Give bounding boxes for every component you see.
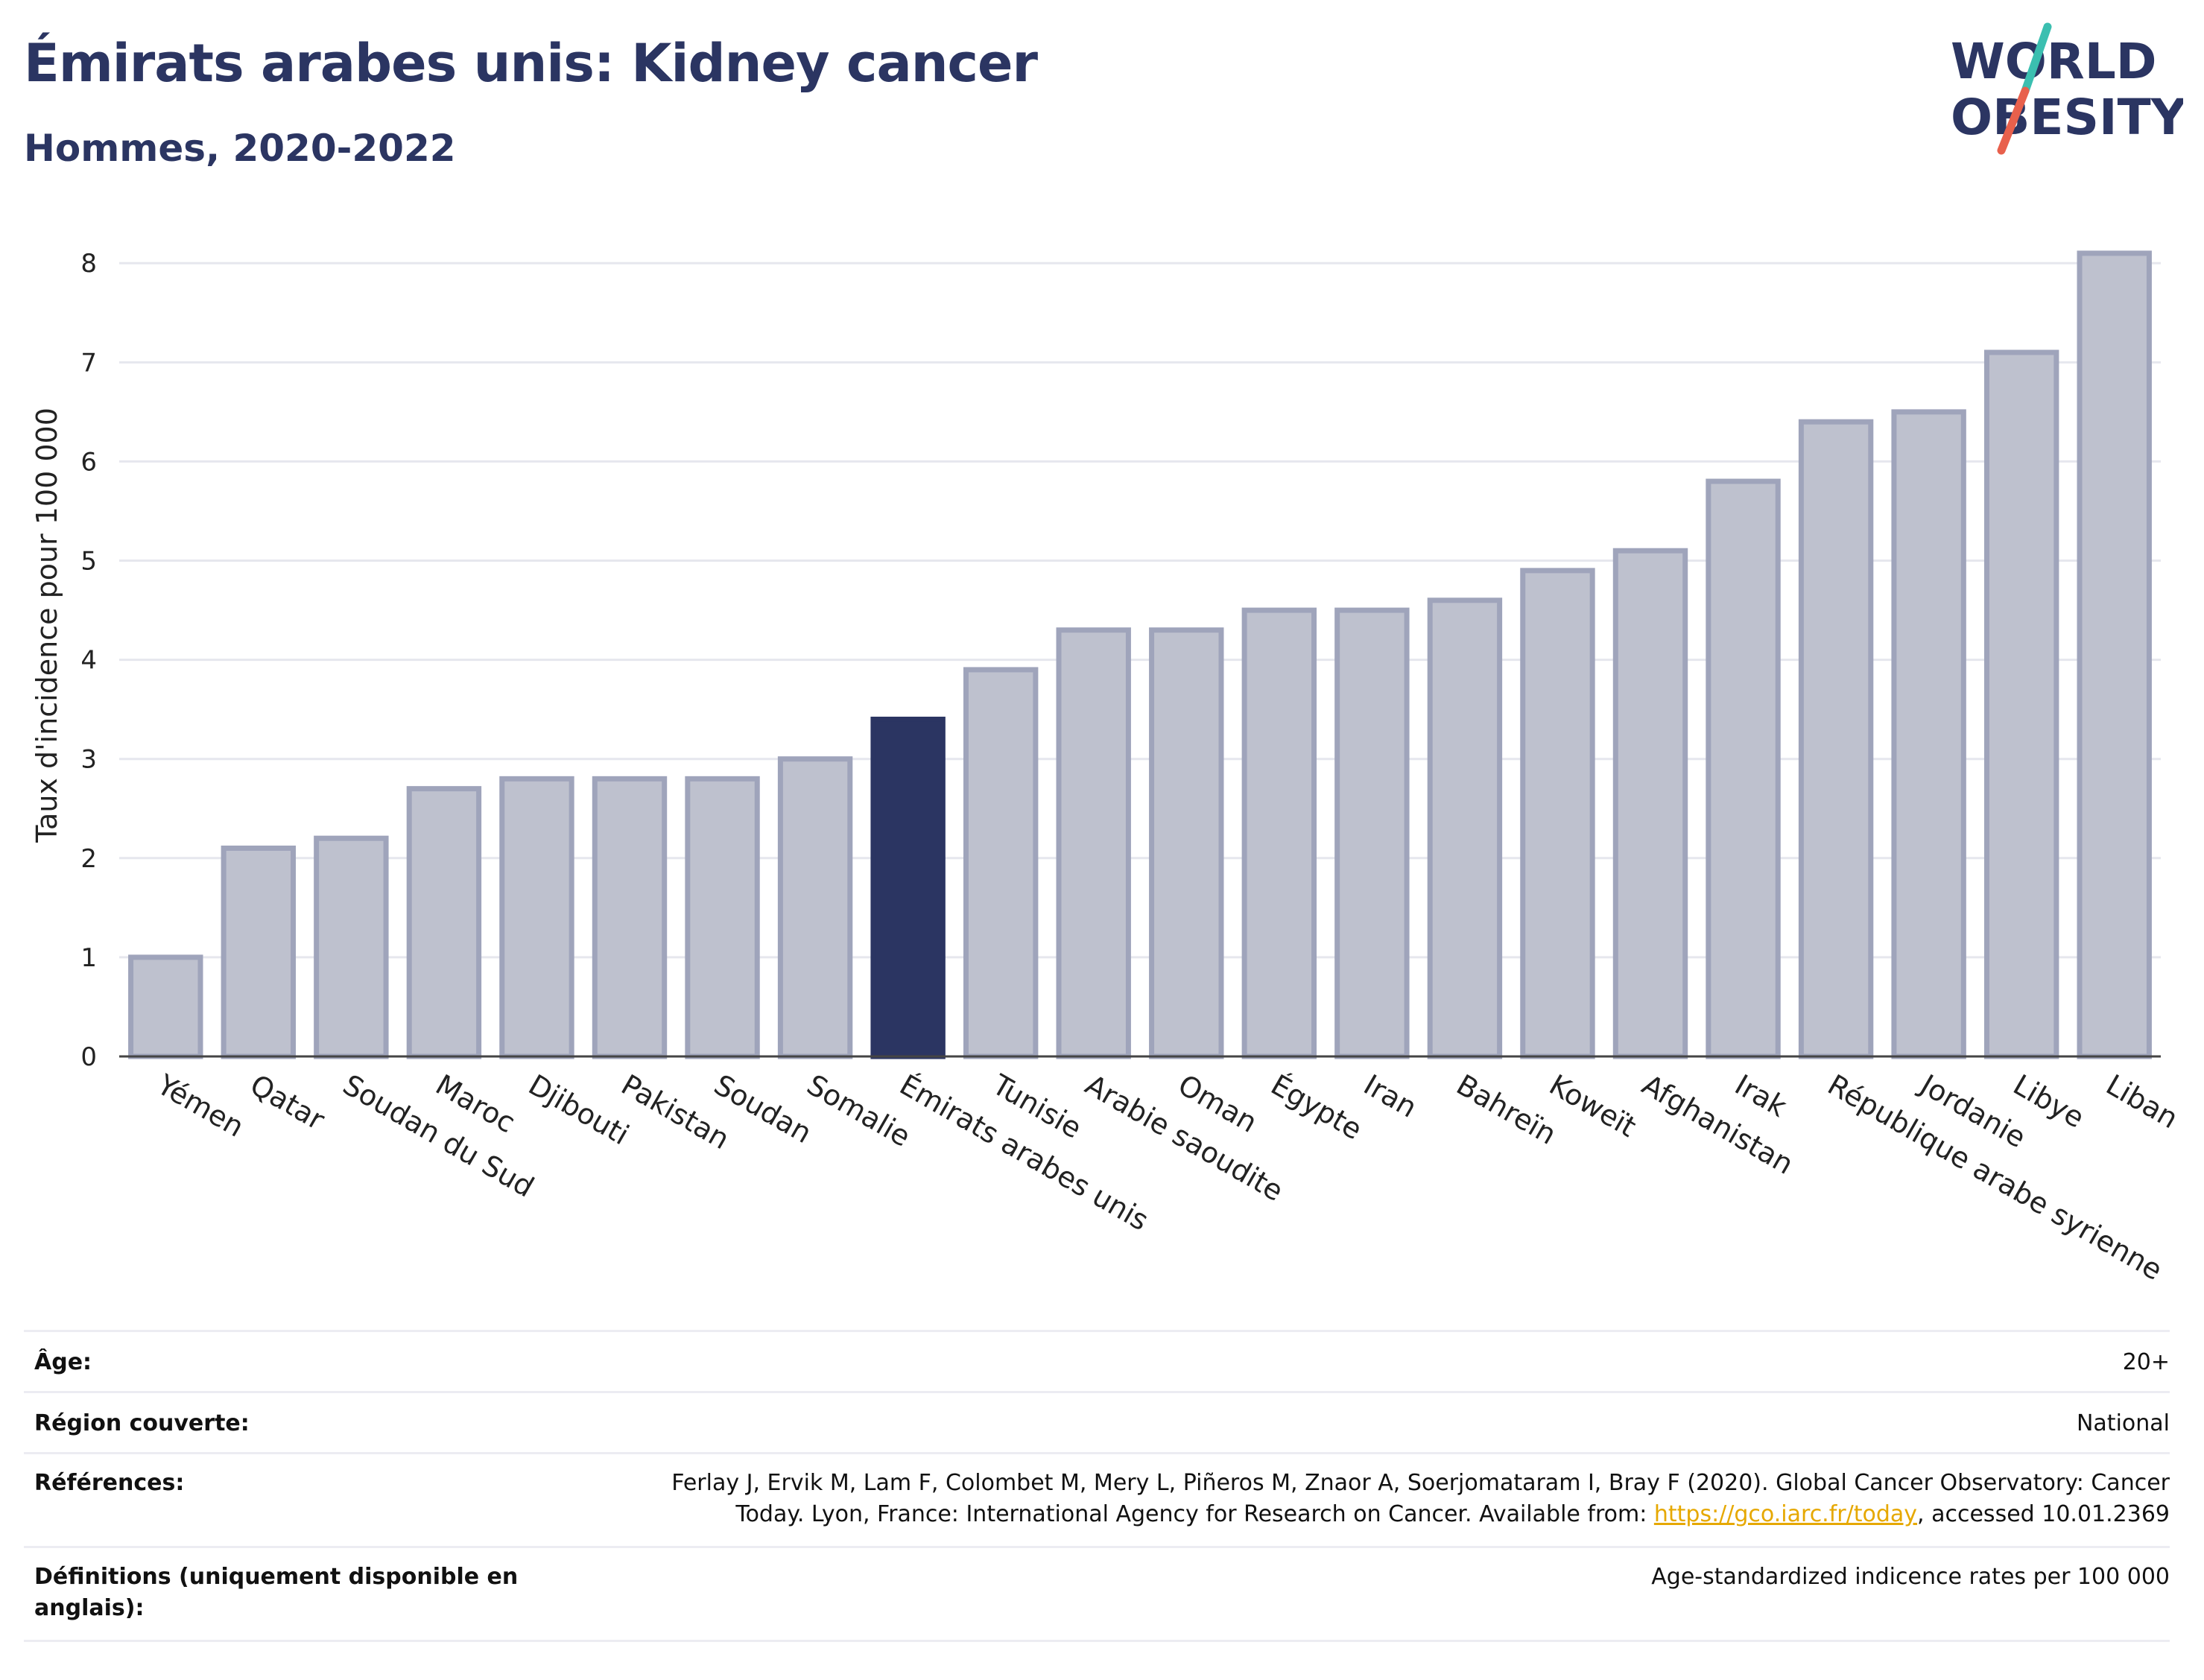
bar — [1612, 548, 1688, 1059]
references-value: Ferlay J, Ervik M, Lam F, Colombet M, Me… — [605, 1468, 2170, 1530]
references-accessed: , accessed 10.01.2369 — [1917, 1501, 2170, 1527]
x-tick-label: Iran — [1358, 1068, 1422, 1124]
y-tick-label: 0 — [80, 1042, 97, 1072]
x-tick-label: Qatar — [244, 1068, 330, 1137]
bar — [592, 776, 668, 1059]
bar — [1056, 627, 1131, 1059]
x-tick-label: Bahreïn — [1451, 1068, 1562, 1151]
y-tick-label: 1 — [80, 943, 97, 973]
chart-subtitle: Hommes, 2020-2022 — [24, 127, 456, 170]
bar — [1983, 349, 2059, 1059]
y-tick-label: 5 — [80, 547, 97, 577]
logo-text-obesity: OBESITY — [1951, 89, 2183, 146]
bar — [963, 667, 1039, 1059]
bar — [1241, 607, 1317, 1059]
x-tick-label: Koweït — [1544, 1068, 1641, 1144]
y-tick-label: 8 — [80, 249, 97, 279]
region-label: Région couverte: — [34, 1410, 250, 1436]
y-tick-label: 2 — [80, 844, 97, 874]
y-tick-label: 7 — [80, 348, 97, 378]
bar — [1334, 607, 1410, 1059]
bar-chart: 0 1 2 3 4 5 6 7 8 Taux d'incidence pour 100 000 Yé… — [31, 249, 2184, 1287]
references-line-2: Today. Lyon, France: International Agenc… — [605, 1499, 2170, 1530]
age-value: 20+ — [2122, 1349, 2170, 1375]
world-obesity-logo: WORLD OBESITY — [1951, 22, 2183, 155]
bar — [685, 776, 760, 1059]
y-tick-label: 4 — [80, 646, 97, 676]
age-label: Âge: — [34, 1349, 92, 1375]
y-tick-label: 6 — [80, 447, 97, 477]
references-line-1: Ferlay J, Ervik M, Lam F, Colombet M, Me… — [671, 1470, 2170, 1496]
references-link[interactable]: https://gco.iarc.fr/today — [1653, 1501, 1918, 1527]
x-tick-label: Liban — [2100, 1068, 2183, 1135]
bar — [314, 835, 389, 1059]
info-row-age: Âge: 20+ — [24, 1330, 2170, 1393]
region-value: National — [2076, 1410, 2170, 1436]
definitions-label: Définitions (uniquement disponible en an… — [34, 1564, 519, 1621]
bar — [1520, 568, 1595, 1059]
x-tick-label: Égypte — [1265, 1068, 1367, 1147]
logo-slash-red — [1997, 86, 2030, 155]
y-axis-label: Taux d'incidence pour 100 000 — [31, 408, 63, 843]
bar — [870, 716, 946, 1059]
references-text: Today. Lyon, France: International Agenc… — [735, 1501, 1654, 1527]
x-tick-label: Djibouti — [523, 1068, 635, 1152]
logo-slash-teal — [2021, 22, 2052, 95]
definitions-value: Age-standardized indicence rates per 100… — [1651, 1564, 2170, 1590]
info-bottom-border — [24, 1640, 2170, 1642]
bar — [1149, 627, 1224, 1059]
bar — [777, 756, 853, 1059]
x-tick-label: Somalie — [802, 1068, 916, 1153]
bar — [1706, 478, 1781, 1059]
bar — [1427, 597, 1503, 1059]
info-row-references: Références: Ferlay J, Ervik M, Lam F, Co… — [24, 1452, 2170, 1548]
bar — [221, 846, 297, 1059]
bar — [1891, 409, 1966, 1059]
bar — [2077, 250, 2152, 1059]
bar — [499, 776, 574, 1059]
bar — [128, 954, 203, 1059]
bar — [1798, 419, 1874, 1059]
x-tick-label: Irak — [1729, 1068, 1792, 1123]
chart-title: Émirats arabes unis: Kidney cancer — [24, 33, 1038, 94]
y-tick-label: 3 — [80, 745, 97, 775]
info-row-region: Région couverte: National — [24, 1391, 2170, 1454]
bar — [406, 786, 482, 1059]
x-tick-label: Yémen — [151, 1068, 250, 1144]
info-row-definitions: Définitions (uniquement disponible en an… — [24, 1546, 2170, 1642]
references-label: Références: — [34, 1470, 185, 1496]
logo-text-world: WORLD — [1951, 33, 2157, 90]
